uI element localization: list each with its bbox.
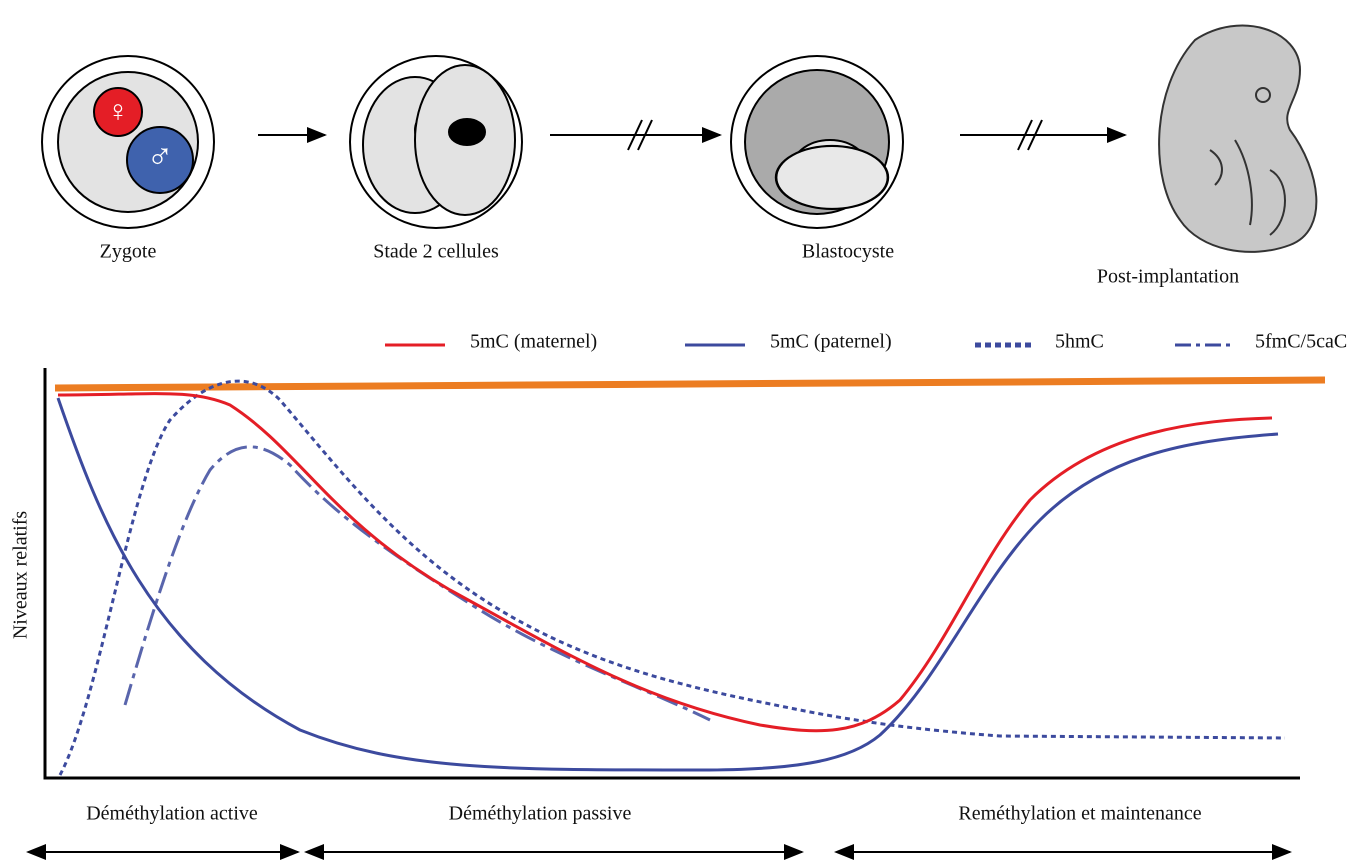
legend-label: 5mC (paternel)	[770, 331, 892, 353]
stage-label: Stade 2 cellules	[373, 241, 499, 263]
stage-label: Post-implantation	[1097, 266, 1239, 288]
stage-label: Zygote	[100, 241, 157, 263]
plot	[43, 368, 1326, 780]
stage-arrows	[258, 119, 1127, 151]
female-symbol: ♀	[107, 95, 130, 128]
male-symbol: ♂	[147, 136, 174, 176]
legend-label: 5mC (maternel)	[470, 331, 597, 353]
y-axis-label: Niveaux relatifs	[10, 511, 32, 639]
legend-label: 5fmC/5caC	[1255, 331, 1347, 353]
phase-label: Reméthylation et maintenance	[958, 803, 1201, 825]
stage-label: Blastocyste	[802, 241, 894, 263]
stage-icons	[41, 24, 1318, 253]
legend-label: 5hmC	[1055, 331, 1104, 353]
phase-label: Déméthylation active	[86, 803, 258, 825]
phase-label: Déméthylation passive	[449, 803, 632, 825]
